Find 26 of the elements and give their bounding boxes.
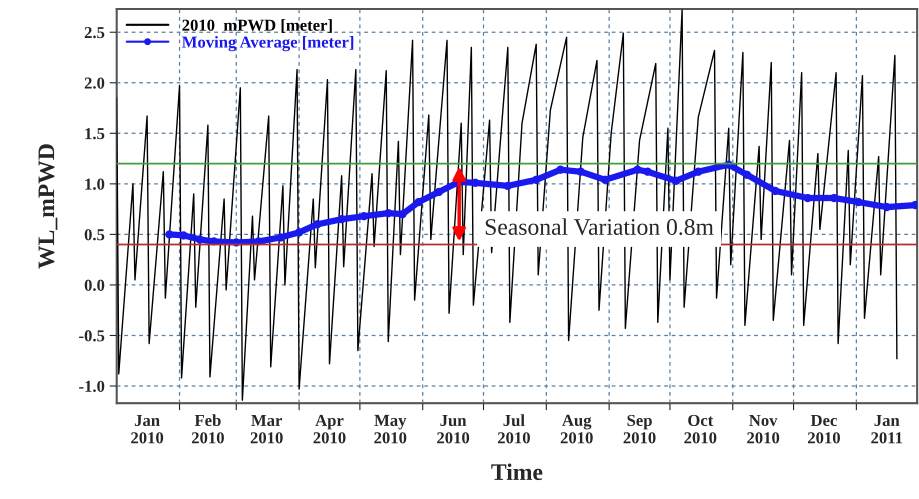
y-tick-label: 2.0	[84, 77, 104, 89]
x-tick-label: Dec 2010	[808, 414, 840, 444]
annotation: Seasonal Variation 0.8m	[486, 218, 714, 236]
x-tick-label: May 2010	[374, 414, 406, 444]
x-tick-label: Nov 2010	[747, 414, 780, 444]
x-tick-label: Aug 2010	[560, 414, 593, 444]
y-tick-label: 1.5	[85, 128, 104, 140]
x-tick-label: Sep 2010	[624, 414, 656, 444]
x-axis-title: Time	[491, 464, 542, 480]
y-tick-label: -0.5	[79, 330, 104, 342]
x-tick-label: Mar 2010	[250, 414, 283, 444]
y-tick-label: 1.0	[85, 178, 104, 190]
legend-label: 2010 mPWD [meter]	[182, 19, 332, 33]
x-tick-label: Feb 2010	[192, 414, 224, 444]
x-tick-label: Jul 2010	[498, 414, 530, 444]
y-tick-label: -1.0	[79, 380, 104, 392]
y-tick-label: 2.5	[84, 26, 104, 38]
y-tick-label: 0.0	[84, 280, 104, 291]
y-axis-title: WL_mPWD	[38, 144, 58, 269]
y-tick-label: 0.5	[84, 229, 104, 240]
x-tick-label: Jan 2010	[131, 414, 164, 444]
x-tick-label: Jun 2010	[437, 414, 470, 444]
x-tick-label: Oct 2010	[684, 414, 716, 444]
legend-label: Moving Average [meter]	[182, 36, 354, 52]
x-tick-label: Jan 2011	[871, 414, 902, 444]
x-tick-label: Apr 2010	[314, 414, 346, 444]
